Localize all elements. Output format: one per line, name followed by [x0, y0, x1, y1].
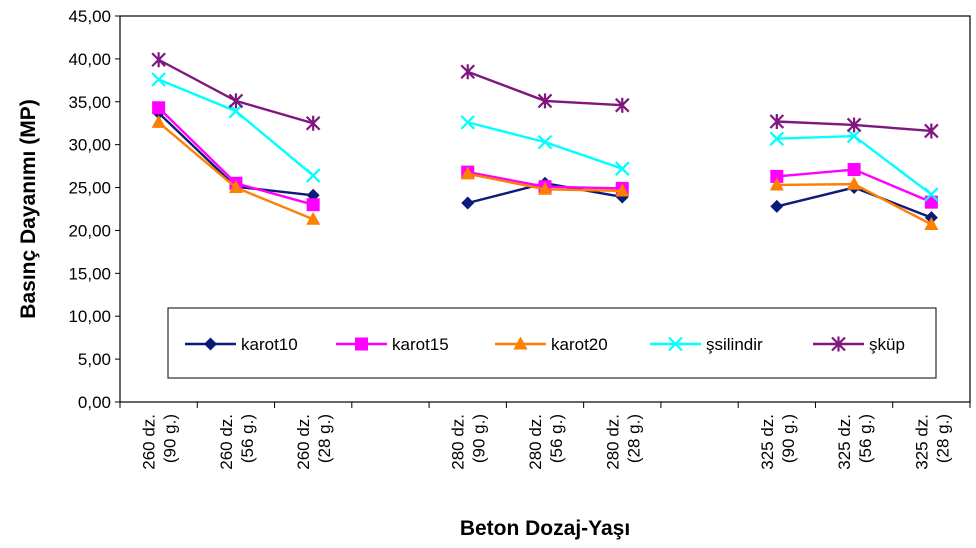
data-point [228, 103, 244, 119]
legend-marker [668, 336, 683, 352]
x-tick-label: (56 g.) [547, 414, 566, 463]
y-axis-title: Basınç Dayanımı (MP) [17, 99, 40, 318]
legend-label: karot15 [392, 335, 449, 354]
data-point [305, 168, 321, 183]
data-point [614, 161, 630, 176]
legend-label: karot20 [551, 335, 608, 354]
data-point [769, 131, 785, 146]
legend-marker [355, 337, 368, 351]
data-point [846, 117, 862, 133]
x-tick-label: 260 dz. [217, 414, 236, 470]
legend-item-şküp: şküp [813, 335, 905, 354]
x-tick-label: (28 g.) [624, 414, 643, 463]
series-şsilindir [151, 72, 939, 202]
y-tick-label: 25,00 [68, 179, 111, 198]
data-point [770, 199, 784, 213]
x-tick-label: 260 dz. [140, 414, 159, 470]
x-tick-label: (90 g.) [470, 414, 489, 463]
data-point [614, 97, 630, 113]
y-tick-label: 35,00 [68, 93, 111, 112]
data-point [924, 216, 939, 230]
legend: karot10 karot15 karot20 şsilindir şküp [167, 307, 937, 379]
y-tick-label: 45,00 [68, 7, 111, 26]
data-point [846, 128, 862, 144]
y-axis: 0,00 5,00 10,00 15,00 20,00 25,00 30,00 35,00 40… [68, 7, 120, 412]
x-tick-label: (90 g.) [161, 414, 180, 463]
y-tick-label: 5,00 [78, 350, 111, 369]
x-axis: 260 dz. (90 g.) 260 dz. (56 g.) 260 dz. (28 g… [119, 402, 971, 470]
data-point [228, 180, 243, 194]
legend-label: karot10 [241, 335, 298, 354]
data-point [537, 134, 553, 150]
data-point [151, 52, 166, 68]
y-tick-label: 15,00 [68, 264, 111, 283]
data-point [306, 211, 321, 225]
data-point [151, 114, 166, 128]
legend-label: şsilindir [706, 335, 763, 354]
legend-item-şsilindir: şsilindir [650, 335, 763, 354]
x-tick-label: (56 g.) [238, 414, 257, 463]
data-point [306, 198, 320, 212]
x-tick-label: 260 dz. [294, 414, 313, 470]
data-point [770, 169, 784, 183]
legend-item-karot20: karot20 [495, 335, 608, 354]
data-point [460, 115, 476, 130]
legend-item-karot10: karot10 [185, 335, 298, 354]
x-tick-label: 325 dz. [835, 414, 854, 470]
legend-label: şküp [869, 335, 905, 354]
data-point [769, 114, 785, 130]
y-tick-label: 30,00 [68, 136, 111, 155]
x-tick-label: (56 g.) [856, 414, 875, 463]
data-point [460, 64, 476, 80]
data-point [460, 166, 475, 180]
x-tick-label: 325 dz. [912, 414, 931, 470]
series-şküp [151, 52, 939, 139]
data-point [847, 176, 862, 190]
data-point [924, 123, 939, 139]
data-point [769, 177, 784, 191]
series-layer [151, 52, 939, 230]
y-tick-label: 0,00 [78, 393, 111, 412]
x-tick-label: 280 dz. [526, 414, 545, 470]
x-tick-label: 280 dz. [449, 414, 468, 470]
y-tick-label: 20,00 [68, 221, 111, 240]
legend-marker [513, 336, 528, 350]
legend-marker [831, 336, 846, 352]
data-point [305, 115, 321, 131]
series-karot20 [151, 114, 939, 230]
x-tick-label: 325 dz. [758, 414, 777, 470]
data-point [537, 93, 553, 109]
x-tick-label: (90 g.) [779, 414, 798, 463]
data-point [152, 101, 166, 115]
x-axis-title: Beton Dozaj-Yaşı [460, 517, 630, 540]
y-tick-label: 10,00 [68, 307, 111, 326]
data-point [847, 163, 861, 177]
x-tick-label: (28 g.) [315, 414, 334, 463]
data-point [461, 196, 475, 210]
data-point [924, 187, 939, 202]
legend-item-karot15: karot15 [336, 335, 449, 354]
legend-marker [204, 337, 217, 351]
data-point [615, 183, 630, 197]
y-tick-label: 40,00 [68, 50, 111, 69]
x-tick-label: 280 dz. [603, 414, 622, 470]
data-point [538, 181, 552, 195]
x-tick-label: (28 g.) [933, 414, 952, 463]
data-point [228, 93, 244, 109]
legend-box [167, 307, 937, 379]
data-point [151, 72, 166, 87]
